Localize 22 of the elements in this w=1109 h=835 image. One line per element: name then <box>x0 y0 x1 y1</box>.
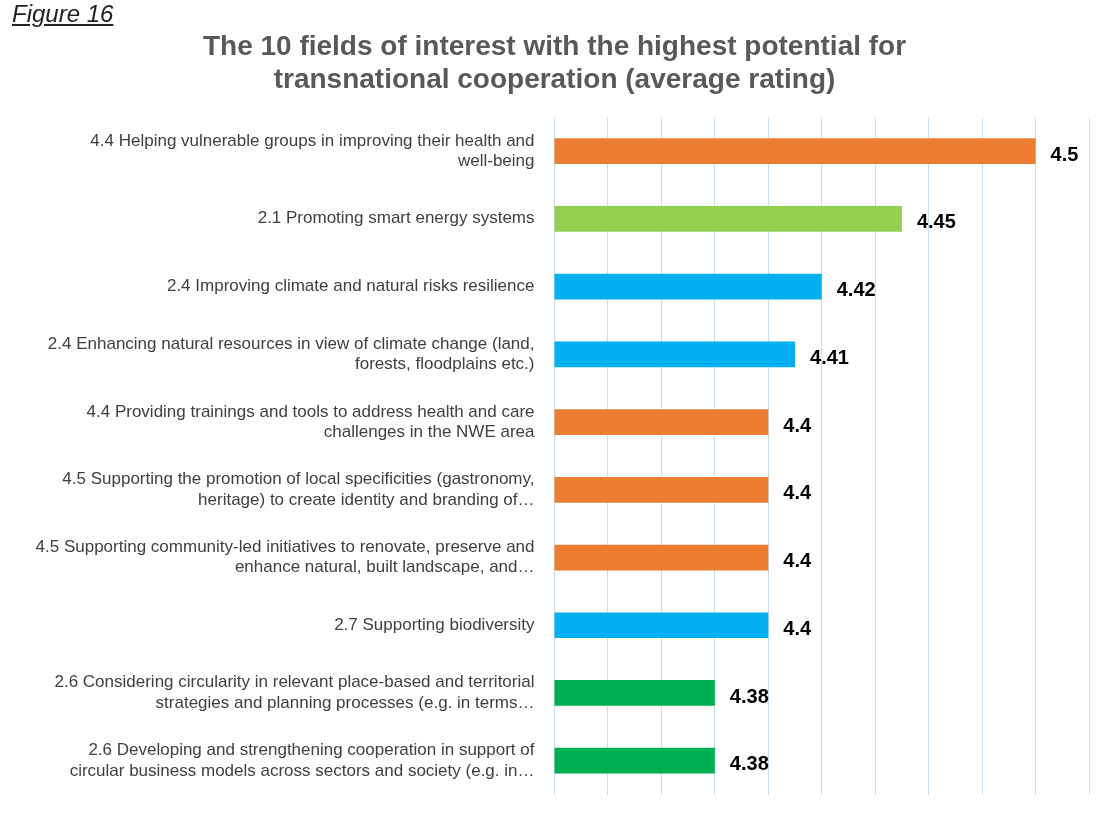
y-tick-label: 2.6 Developing and strengthening cooperation in support of circular business models across sectors and society (e.g. in… <box>69 740 535 780</box>
data-label: 4.4 <box>783 413 812 436</box>
data-label: 4.5 <box>1050 142 1079 165</box>
data-label: 4.41 <box>810 345 849 368</box>
chart-title: The 10 fields of interest with the highest potential for transnational cooperation (average rating) <box>202 29 907 95</box>
y-tick-label: 4.4 Helping vulnerable groups in improving their health and well-being <box>90 130 535 170</box>
y-tick-label: 4.5 Supporting the promotion of local specificities (gastronomy, heritage) to create identity and branding of… <box>62 469 535 509</box>
y-tick-label: 2.6 Considering circularity in relevant place-based and territorial strategies and planning processes (e.g. in terms… <box>54 672 535 712</box>
data-label: 4.4 <box>783 616 812 639</box>
data-label: 4.42 <box>836 278 876 301</box>
y-tick-label: 2.7 Supporting biodiversity <box>334 614 535 634</box>
data-label: 4.4 <box>783 549 812 572</box>
y-tick-label: 2.4 Enhancing natural resources in view of climate change (land, forests, floodplains etc.) <box>47 333 535 374</box>
data-label: 4.38 <box>729 684 769 707</box>
y-tick-label: 2.4 Improving climate and natural risks resilience <box>166 276 535 296</box>
y-tick-label: 4.5 Supporting community-led initiatives to renovate, preserve and enhance natural, built landscape, and… <box>35 537 535 577</box>
data-label: 4.4 <box>783 481 812 504</box>
data-label: 4.45 <box>916 210 956 233</box>
data-label: 4.38 <box>729 752 769 775</box>
y-tick-label: 4.4 Providing trainings and tools to address health and care challenges in the NWE area <box>86 401 536 441</box>
y-tick-label: 2.1 Promoting smart energy systems <box>257 208 535 228</box>
caption: Figure 16 <box>12 0 114 28</box>
